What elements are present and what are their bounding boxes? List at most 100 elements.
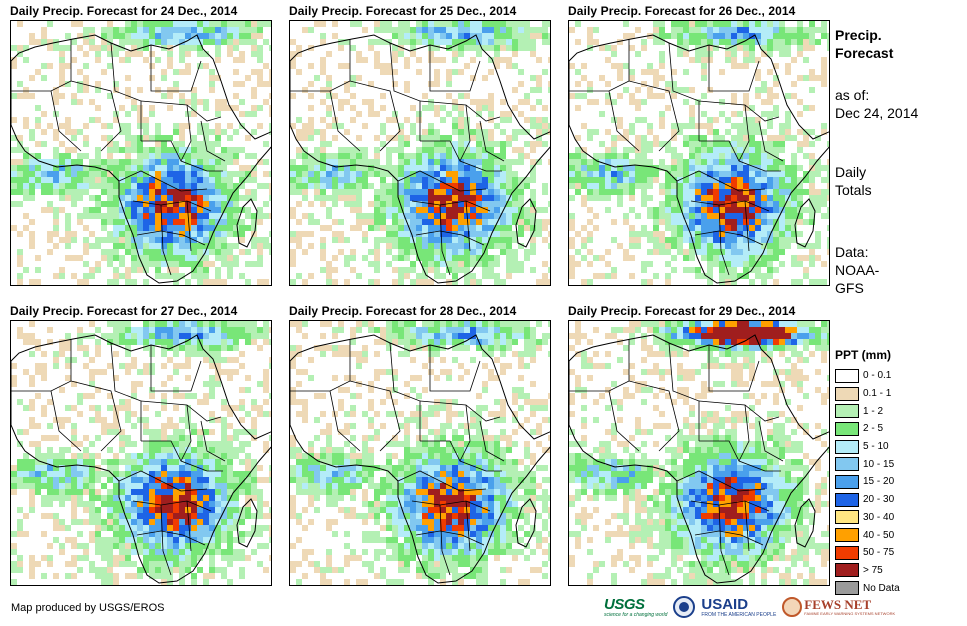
legend-label: 40 - 50 [863,529,895,541]
africa-coastline [569,34,829,284]
precip-map [10,320,272,586]
country-border [200,120,226,162]
as-of-date: Dec 24, 2014 [835,105,919,121]
data-source-line3: GFS [835,280,864,296]
country-border [676,470,766,492]
legend-label: 20 - 30 [863,494,895,506]
precip-raster [290,21,550,285]
legend-swatch [835,474,859,489]
panel-title: Daily Precip. Forecast for 26 Dec., 2014 [568,4,796,18]
legend-swatch [835,386,859,401]
country-border [419,100,501,122]
legend-swatch [835,421,859,436]
country-border [411,500,491,512]
country-border [186,500,192,552]
legend-label: 2 - 5 [863,423,884,435]
africa-precip-map [290,321,550,585]
data-source-block: Data: NOAA- GFS [835,243,879,297]
legend-swatch [835,528,859,543]
legend-item: 40 - 50 [835,526,900,544]
panel-title: Daily Precip. Forecast for 28 Dec., 2014 [289,304,517,318]
fews-globe-icon [782,597,803,617]
legend-swatch [835,404,859,419]
country-border [415,530,485,546]
usgs-logo: USGS science for a changing world [604,597,667,618]
country-border [465,500,471,552]
country-border [439,204,451,276]
country-border [668,342,700,441]
totals-line1: Daily [835,164,867,180]
legend-swatch [835,457,859,472]
side-title-line2: Forecast [835,45,894,61]
usaid-logo-text: USAID [701,595,749,613]
africa-coastline [11,34,271,284]
country-border [628,380,680,452]
country-border [628,80,680,152]
africa-coastline [290,334,550,584]
usgs-logo-text: USGS [604,595,645,613]
country-border [11,339,72,392]
country-border [744,500,750,552]
country-border [160,204,172,276]
country-border [150,345,202,392]
country-border [479,120,505,162]
legend-label: No Data [863,582,900,594]
panel-title: Daily Precip. Forecast for 29 Dec., 2014 [568,304,796,318]
country-border [110,42,142,141]
fews-tagline: FAMINE EARLY WARNING SYSTEMS NETWORK [804,611,896,616]
country-border [140,100,222,122]
country-border [758,120,784,162]
legend-label: 0.1 - 1 [863,388,892,400]
legend-item: 1 - 2 [835,402,900,420]
panel-title: Daily Precip. Forecast for 24 Dec., 2014 [10,4,238,18]
country-border [690,200,770,212]
totals-block: Daily Totals [835,163,872,199]
country-border [160,504,172,576]
country-border [419,400,501,422]
country-border [186,200,192,252]
country-border [608,90,640,152]
usaid-tagline: FROM THE AMERICAN PEOPLE [701,611,777,618]
country-border [698,400,780,422]
country-border [349,380,401,452]
country-border [411,200,491,212]
country-border [439,504,451,576]
forecast-panel-29: Daily Precip. Forecast for 29 Dec., 2014 [568,304,830,586]
country-border [718,504,730,576]
legend-item: > 75 [835,562,900,580]
usaid-logo: USAID FROM THE AMERICAN PEOPLE [701,597,776,618]
legend-swatch [835,510,859,525]
country-border [140,400,222,422]
country-border [698,100,780,122]
country-border [118,470,208,492]
country-border [118,170,208,192]
country-border [569,39,630,92]
legend-item: 20 - 30 [835,491,900,509]
country-border [136,530,206,546]
country-border [132,500,212,512]
precip-map [10,20,272,286]
legend: PPT (mm) 0 - 0.1 0.1 - 1 1 - 2 2 - 5 5 - 10 1… [835,348,900,597]
legend-label: 50 - 75 [863,547,895,559]
legend-swatch [835,439,859,454]
country-border [676,170,766,192]
fews-logo-text: FEWS NET [804,597,872,612]
country-border [459,404,471,462]
country-border [349,80,401,152]
country-border [708,45,760,92]
legend-swatch [835,368,859,383]
legend-label: 30 - 40 [863,511,895,523]
forecast-panel-26: Daily Precip. Forecast for 26 Dec., 2014 [568,4,830,286]
country-border [744,200,750,252]
side-title: Precip. Forecast [835,26,893,62]
legend-item: No Data [835,579,900,597]
country-border [465,200,471,252]
country-border [415,230,485,246]
country-border [50,390,82,452]
country-border [50,90,82,152]
legend-item: 50 - 75 [835,544,900,562]
country-border [180,404,192,462]
country-border [290,339,351,392]
country-border [110,342,142,441]
legend-swatch [835,581,859,596]
